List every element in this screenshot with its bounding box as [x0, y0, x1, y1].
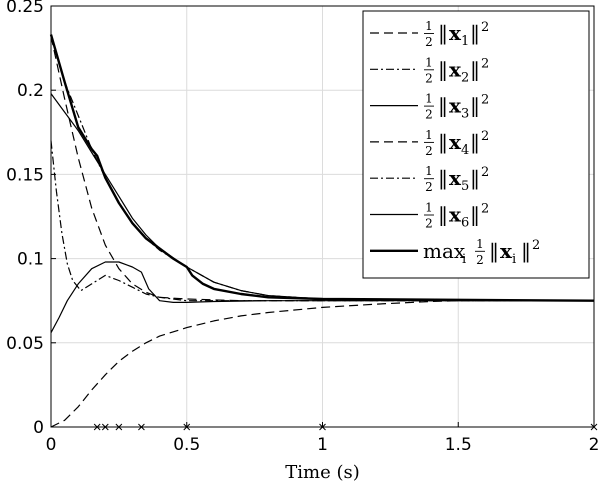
y-tick-label: 0.15 [6, 165, 44, 185]
legend-frac-den: 2 [476, 253, 484, 267]
legend-entry: 12 ‖ x 6 ‖ 2 [370, 201, 489, 231]
legend-box [362, 10, 590, 279]
legend-var-sub: 1 [461, 34, 469, 49]
legend-frac-num: 1 [425, 55, 433, 69]
legend-norm-open: ‖ [438, 203, 448, 228]
legend-norm-close: ‖ [470, 57, 480, 82]
legend-norm-close: ‖ [470, 94, 480, 119]
legend-entry: 12 ‖ x 2 ‖ 2 [370, 55, 489, 85]
axis-ticks: 0 0.5 1 1.5 2 0 0.05 0.1 0.15 0.2 0.25 [6, 0, 598, 455]
legend-frac-num: 1 [425, 92, 433, 106]
series-line-6 [50, 261, 594, 333]
legend-exponent: 2 [481, 20, 489, 35]
legend-var-sub: 2 [461, 70, 469, 85]
legend-frac-den: 2 [425, 144, 433, 158]
legend-norm-open: ‖ [438, 94, 448, 119]
legend-frac-num: 1 [425, 201, 433, 215]
legend-var-sub: 6 [461, 216, 469, 231]
legend-frac-den: 2 [425, 108, 433, 122]
series-lines [49, 34, 595, 428]
y-tick-label: 0.05 [6, 334, 44, 354]
legend-frac-den: 2 [425, 180, 433, 194]
legend-frac-den: 2 [425, 217, 433, 231]
legend-var: x [449, 130, 462, 154]
legend-var: x [449, 94, 462, 118]
legend-var: x [500, 239, 513, 263]
legend-norm-open: ‖ [489, 239, 499, 264]
legend-frac-num: 1 [476, 237, 484, 251]
x-axis-title: Time (s) [285, 462, 360, 483]
x-tick-label: 1 [317, 435, 328, 455]
legend-exponent: 2 [481, 129, 489, 144]
legend-prefix: max [423, 239, 466, 263]
series-line-1 [50, 300, 594, 428]
legend-exponent: 2 [481, 165, 489, 180]
legend-exponent: 2 [481, 56, 489, 71]
legend-norm-open: ‖ [438, 21, 448, 46]
legend-exponent: 2 [532, 238, 540, 253]
legend-norm-close: ‖ [470, 166, 480, 191]
legend-var-sub: i [512, 252, 516, 267]
legend-entry: 12 ‖ x 3 ‖ 2 [370, 92, 489, 122]
legend: 12 ‖ x 1 ‖ 212 ‖ x 2 ‖ 212 ‖ x 3 ‖ 212 ‖ x 4 ‖ 212 ‖ x 5 ‖ 212 ‖ x 6… [362, 10, 590, 279]
legend-norm-close: ‖ [470, 130, 480, 155]
y-tick-label: 0.1 [17, 250, 44, 270]
legend-prefix-sub: i [462, 252, 466, 267]
series-line-5 [50, 140, 594, 302]
legend-var: x [449, 203, 462, 227]
y-tick-label: 0 [33, 418, 44, 438]
legend-norm-open: ‖ [438, 130, 448, 155]
legend-var-sub: 3 [461, 107, 469, 122]
series-line-7 [49, 34, 595, 302]
legend-var: x [449, 166, 462, 190]
legend-entry: 12 ‖ x 1 ‖ 2 [370, 19, 489, 49]
x-tick-label: 0.5 [173, 435, 200, 455]
legend-var-sub: 5 [461, 179, 469, 194]
series-line-3 [50, 93, 595, 302]
legend-frac-den: 2 [425, 35, 433, 49]
legend-exponent: 2 [481, 202, 489, 217]
legend-norm-close: ‖ [470, 203, 480, 228]
legend-frac-num: 1 [425, 19, 433, 33]
x-tick-label: 0 [46, 435, 57, 455]
legend-entry: 12 ‖ x 4 ‖ 2 [370, 128, 489, 158]
legend-var: x [449, 57, 462, 81]
legend-norm-close: ‖ [521, 239, 531, 264]
legend-frac-num: 1 [425, 128, 433, 142]
legend-frac-num: 1 [425, 164, 433, 178]
y-tick-label: 0.2 [17, 81, 44, 101]
x-tick-label: 2 [589, 435, 598, 455]
legend-frac-den: 2 [425, 71, 433, 85]
legend-norm-close: ‖ [470, 21, 480, 46]
legend-entry: 12 ‖ x 5 ‖ 2 [370, 164, 489, 194]
y-tick-label: 0.25 [6, 0, 44, 17]
legend-var: x [449, 21, 462, 45]
legend-exponent: 2 [481, 93, 489, 108]
legend-norm-open: ‖ [438, 166, 448, 191]
x-tick-label: 1.5 [445, 435, 472, 455]
legend-var-sub: 4 [461, 143, 469, 158]
legend-norm-open: ‖ [438, 57, 448, 82]
